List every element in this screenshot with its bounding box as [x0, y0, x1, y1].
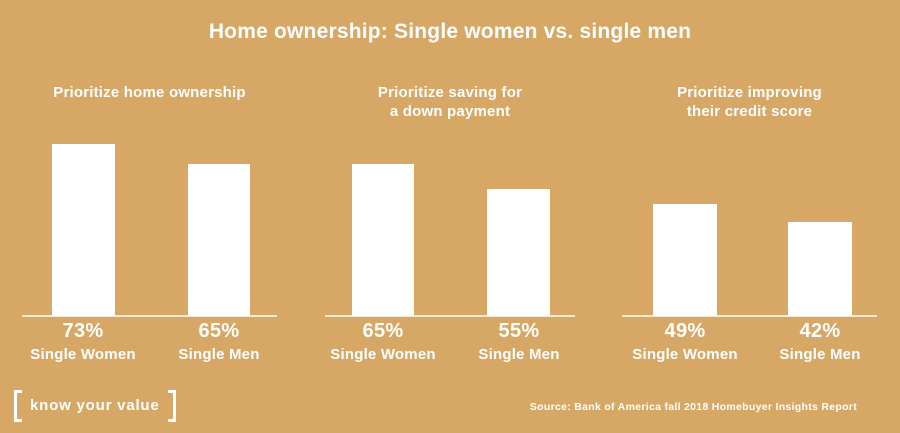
bar-label-single-women: 49% Single Women	[605, 320, 765, 364]
bar-single-women	[52, 144, 115, 316]
bar-label-single-men: 42% Single Men	[740, 320, 900, 364]
bar-label-single-men: 55% Single Men	[439, 320, 599, 364]
group-heading-line1: Prioritize improving	[677, 84, 822, 101]
group-heading: Prioritize improving their credit score	[592, 83, 900, 121]
category-label: Single Women	[632, 346, 738, 363]
bar-label-single-women: 65% Single Women	[303, 320, 463, 364]
baseline	[325, 315, 575, 317]
group-prioritize-saving-down-payment: Prioritize saving for a down payment 65%…	[325, 83, 575, 373]
baseline	[622, 315, 877, 317]
category-label: Single Men	[478, 346, 560, 363]
bar-single-men	[788, 222, 852, 316]
bar-single-women	[653, 204, 717, 316]
bar-label-single-women: 73% Single Women	[3, 320, 163, 364]
bar-label-single-men: 65% Single Men	[139, 320, 299, 364]
source-attribution: Source: Bank of America fall 2018 Homebu…	[529, 401, 857, 413]
value-label: 73%	[62, 320, 104, 342]
category-label: Single Women	[30, 346, 136, 363]
category-label: Single Men	[178, 346, 260, 363]
group-heading: Prioritize saving for a down payment	[295, 83, 605, 121]
group-prioritize-credit-score: Prioritize improving their credit score …	[622, 83, 877, 373]
value-label: 65%	[198, 320, 240, 342]
value-label: 42%	[799, 320, 841, 342]
category-label: Single Women	[330, 346, 436, 363]
group-heading: Prioritize home ownership	[0, 83, 307, 102]
group-heading-line2: a down payment	[389, 103, 511, 120]
bar-single-women	[352, 164, 414, 316]
value-label: 55%	[498, 320, 540, 342]
value-label: 65%	[362, 320, 404, 342]
bar-single-men	[188, 164, 250, 316]
group-heading-line1: Prioritize home ownership	[53, 84, 246, 101]
logo-text: know your value	[30, 397, 160, 414]
value-label: 49%	[664, 320, 706, 342]
left-bracket-icon	[14, 390, 22, 422]
baseline	[22, 315, 277, 317]
group-prioritize-home-ownership: Prioritize home ownership 73% Single Wom…	[22, 83, 277, 373]
know-your-value-logo: know your value	[14, 389, 176, 423]
category-label: Single Men	[779, 346, 861, 363]
right-bracket-icon	[167, 390, 176, 422]
group-heading-line1: Prioritize saving for	[377, 84, 523, 101]
bar-single-men	[487, 189, 550, 316]
group-heading-line2: their credit score	[686, 103, 813, 120]
chart-title: Home ownership: Single women vs. single …	[208, 20, 692, 43]
